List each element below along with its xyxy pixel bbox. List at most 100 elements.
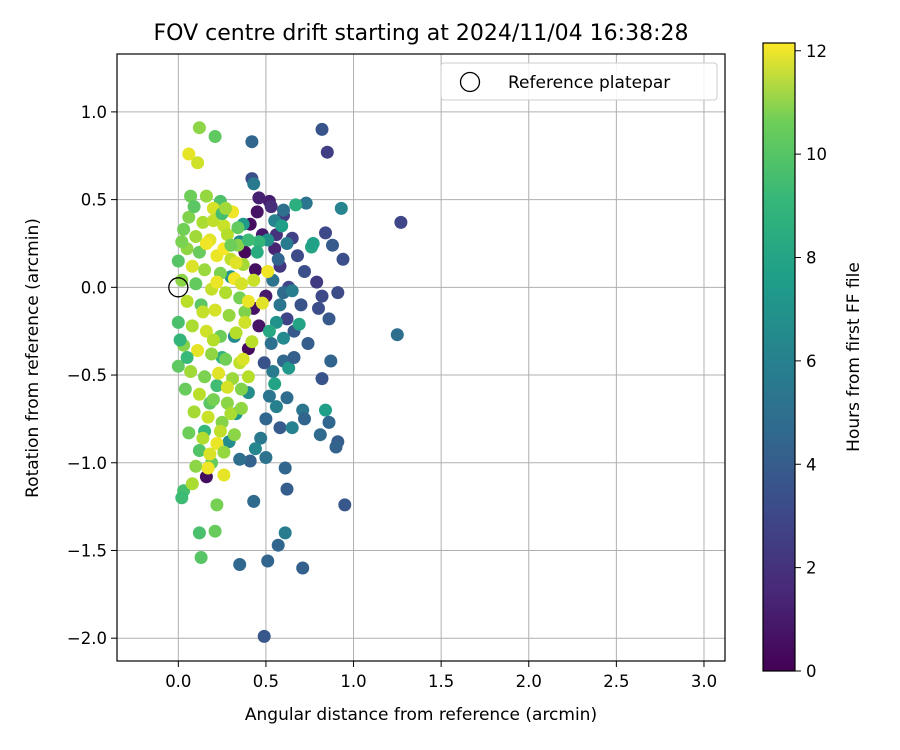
scatter-point (189, 277, 203, 291)
scatter-point (280, 391, 294, 405)
scatter-point (250, 205, 264, 219)
scatter-point (390, 328, 404, 342)
reference-marker-layer (168, 277, 189, 298)
scatter-point (259, 412, 273, 426)
scatter-point (278, 526, 292, 540)
scatter-point (220, 228, 234, 242)
scatter-point (238, 315, 252, 329)
scatter-point (184, 365, 198, 378)
scatter-point (247, 177, 261, 191)
scatter-point (298, 265, 311, 278)
scatter-point (185, 477, 199, 491)
scatter-point (320, 145, 334, 159)
scatter-point (280, 237, 294, 250)
scatter-point (245, 335, 259, 349)
x-tick-label: 2.0 (516, 672, 542, 691)
scatter-point (198, 263, 212, 277)
colorbar-ticks: 0 2 4 6 8 10 12 (795, 42, 827, 681)
scatter-point (268, 242, 282, 256)
scatter-point (175, 491, 189, 505)
y-tick-label: 0.5 (81, 191, 107, 210)
scatter-point (312, 301, 325, 315)
reference-platepar-marker (168, 277, 189, 298)
scatter-point (191, 156, 205, 170)
scatter-point (238, 305, 252, 319)
x-tick-label: 1.0 (340, 672, 366, 691)
scatter-point (241, 370, 255, 384)
scatter-point (243, 454, 257, 468)
scatter-point (322, 415, 336, 429)
scatter-point (206, 393, 220, 407)
legend-label: Reference platepar (508, 73, 670, 93)
scatter-point (255, 296, 269, 310)
scatter-point (262, 389, 276, 403)
y-axis-ticks: −2.0 −1.5 −1.0 −0.5 0.0 0.5 1.0 (67, 103, 117, 648)
scatter-point (277, 203, 290, 217)
scatter-point (280, 312, 294, 326)
scatter-point (199, 237, 213, 250)
scatter-point (289, 198, 303, 212)
scatter-point (291, 249, 304, 263)
scatter-point (192, 526, 206, 540)
x-axis-ticks: 0.0 0.5 1.0 1.5 2.0 2.5 3.0 (165, 661, 717, 691)
scatter-point (210, 379, 224, 393)
scatter-point (319, 226, 332, 240)
scatter-point (310, 275, 324, 289)
scatter-point (282, 361, 296, 375)
scatter-point (229, 256, 243, 270)
scatter-point (315, 372, 329, 386)
scatter-point (178, 382, 192, 396)
x-tick-label: 2.5 (603, 672, 629, 691)
scatter-point (189, 230, 203, 243)
scatter-point (199, 324, 213, 338)
scatter-point (187, 200, 201, 214)
scatter-point (329, 440, 343, 454)
scatter-point (241, 294, 255, 308)
scatter-point (185, 319, 199, 333)
scatter-point (259, 451, 273, 464)
scatter-point (210, 275, 224, 289)
scatter-point (217, 445, 231, 459)
scatter-point (229, 326, 243, 340)
scatter-point (192, 121, 206, 135)
scatter-point (331, 286, 345, 300)
scatter-point (292, 317, 306, 331)
scatter-point (241, 233, 255, 247)
scatter-point (185, 259, 199, 273)
scatter-point (299, 196, 313, 210)
scatter-point (269, 400, 283, 414)
scatter-point (278, 461, 292, 475)
scatter-point (336, 252, 350, 266)
scatter-point (271, 252, 285, 266)
scatter-point (220, 396, 234, 410)
scatter-point (233, 452, 247, 466)
scatter-point (252, 235, 266, 249)
scatter-points (171, 121, 408, 643)
scatter-point (184, 189, 198, 203)
x-tick-label: 1.5 (428, 672, 454, 691)
scatter-point (206, 333, 220, 347)
x-tick-label: 3.0 (691, 672, 717, 691)
scatter-point (208, 303, 222, 317)
chart-title: FOV centre drift starting at 2024/11/04 … (154, 21, 689, 46)
y-tick-label: −1.5 (67, 541, 107, 560)
scatter-point (338, 498, 352, 512)
scatter-point (285, 284, 299, 298)
scatter-point (264, 200, 278, 214)
scatter-point (180, 351, 194, 364)
scatter-point (273, 298, 287, 312)
colorbar-tick-label: 4 (806, 455, 817, 474)
scatter-point (171, 315, 185, 329)
scatter-point (247, 273, 261, 287)
colorbar-tick-label: 12 (806, 42, 827, 61)
scatter-point (234, 277, 248, 291)
scatter-point (315, 289, 329, 303)
scatter-point (269, 315, 283, 329)
scatter-point (219, 286, 233, 300)
colorbar-tick-label: 2 (806, 559, 817, 578)
scatter-point (275, 219, 289, 233)
scatter-point (322, 312, 336, 326)
scatter-point (271, 538, 285, 552)
x-axis-label: Angular distance from reference (arcmin) (245, 705, 597, 725)
